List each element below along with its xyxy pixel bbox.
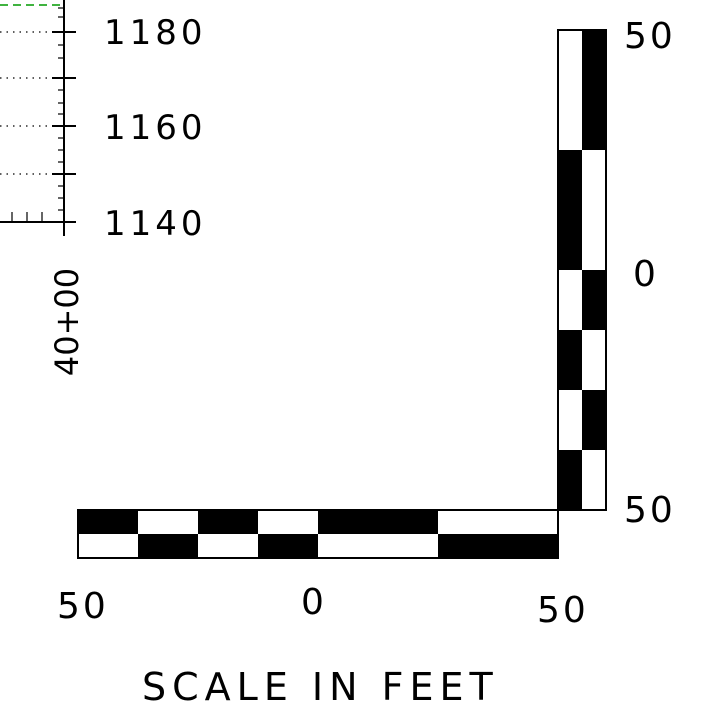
bottom-ticks (11, 212, 43, 222)
h-seg-top-3 (318, 510, 438, 534)
h-seg-top-2 (198, 510, 258, 534)
profile-axis (0, 0, 76, 236)
h-seg-bottom-3 (438, 534, 558, 558)
v-seg-right-2 (582, 270, 606, 330)
elevation-label-1140: 1140 (104, 204, 207, 244)
h-seg-bottom-2 (258, 534, 318, 558)
scale-caption: SCALE IN FEET (142, 665, 499, 709)
elevation-label-1160: 1160 (104, 108, 207, 148)
station-label: 40+00 (48, 268, 86, 376)
horizontal-scale-label-center: 0 (301, 582, 324, 623)
v-bar-outline (557, 29, 607, 511)
profile-grid-lines (0, 31, 52, 175)
vertical-scale-label-top: 50 (624, 16, 676, 57)
v-seg-right-1 (582, 30, 606, 150)
minor-ticks (58, 7, 64, 211)
h-bar-outline (77, 509, 559, 559)
h-seg-top-1 (78, 510, 138, 534)
elevation-label-1180: 1180 (104, 13, 207, 53)
v-seg-left-1 (558, 150, 582, 270)
horizontal-scale-bar (77, 509, 559, 559)
h-seg-bottom-1 (138, 534, 198, 558)
v-seg-left-2 (558, 330, 582, 390)
horizontal-scale-label-left: 50 (57, 586, 109, 627)
vertical-scale-label-bottom: 50 (624, 490, 676, 531)
v-seg-right-3 (582, 390, 606, 450)
vertical-scale-bar (557, 29, 607, 511)
vertical-scale-label-middle: 0 (633, 254, 656, 295)
v-seg-left-3 (558, 450, 582, 510)
horizontal-scale-label-right: 50 (537, 590, 589, 631)
